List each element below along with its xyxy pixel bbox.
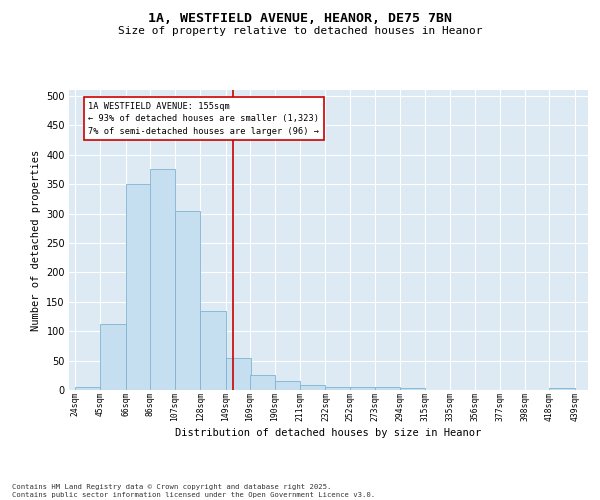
- Bar: [300, 386, 325, 390]
- Bar: [200, 310, 226, 390]
- Bar: [100, 324, 125, 390]
- Bar: [275, 381, 300, 390]
- Bar: [125, 184, 151, 390]
- Bar: [325, 387, 351, 390]
- Bar: [149, 170, 175, 390]
- Bar: [226, 358, 251, 390]
- X-axis label: Distribution of detached houses by size in Heanor: Distribution of detached houses by size …: [175, 428, 482, 438]
- Bar: [550, 388, 575, 390]
- Text: Contains HM Land Registry data © Crown copyright and database right 2025.
Contai: Contains HM Land Registry data © Crown c…: [12, 484, 375, 498]
- Text: Size of property relative to detached houses in Heanor: Size of property relative to detached ho…: [118, 26, 482, 36]
- Y-axis label: Number of detached properties: Number of detached properties: [31, 150, 41, 330]
- Bar: [175, 210, 200, 390]
- Text: 1A, WESTFIELD AVENUE, HEANOR, DE75 7BN: 1A, WESTFIELD AVENUE, HEANOR, DE75 7BN: [148, 12, 452, 26]
- Bar: [75, 387, 100, 390]
- Bar: [350, 387, 375, 390]
- Bar: [400, 388, 425, 390]
- Bar: [250, 376, 275, 390]
- Text: 1A WESTFIELD AVENUE: 155sqm
← 93% of detached houses are smaller (1,323)
7% of s: 1A WESTFIELD AVENUE: 155sqm ← 93% of det…: [88, 102, 319, 136]
- Bar: [375, 387, 400, 390]
